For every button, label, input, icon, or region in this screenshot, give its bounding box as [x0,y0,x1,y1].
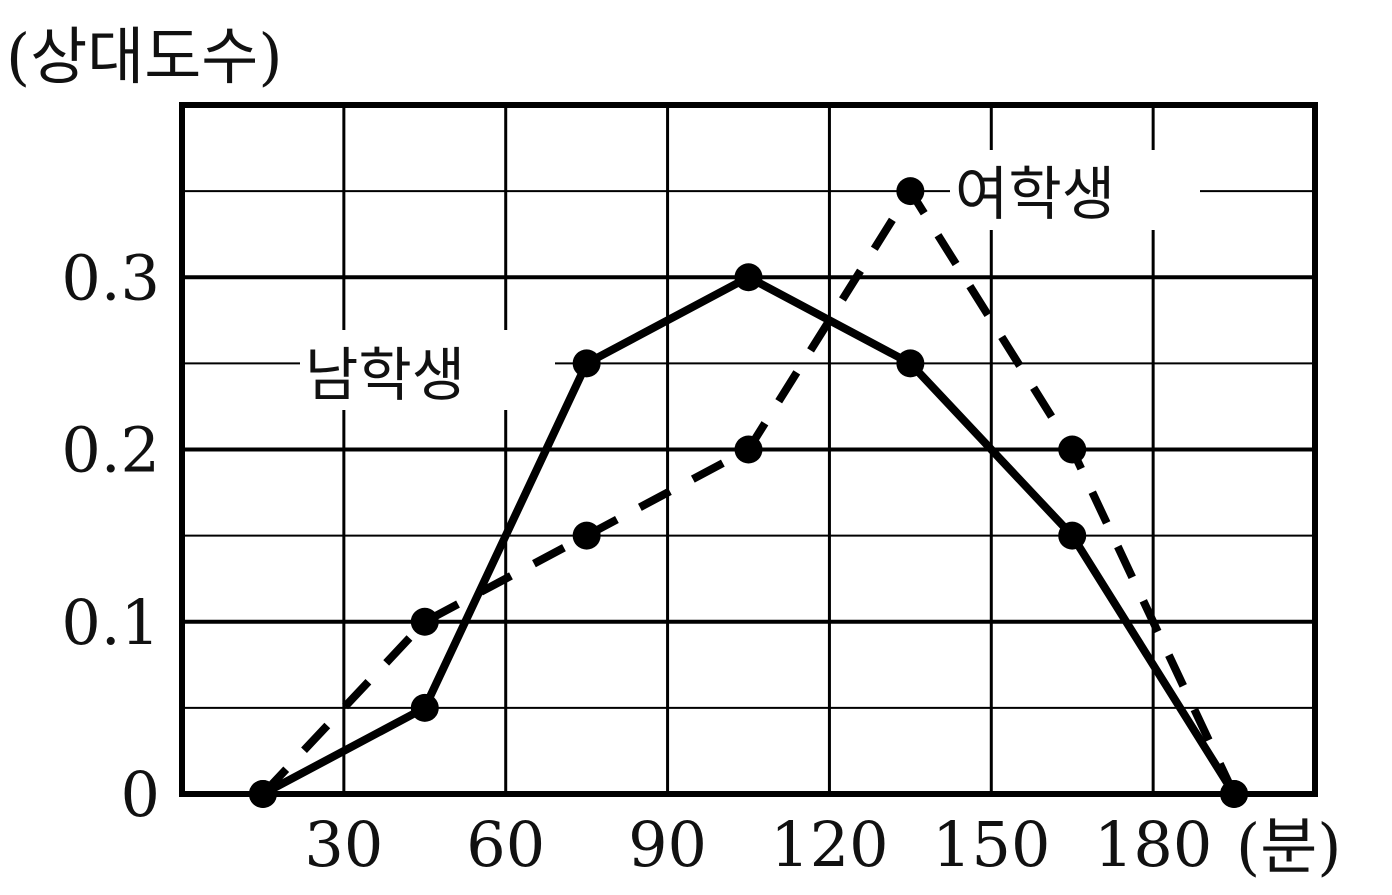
x-tick-label: 90 [628,808,707,881]
x-tick-label: 180 [1094,808,1212,881]
y-axis-title: (상대도수) [6,20,283,93]
series-label-female: 여학생 [955,160,1115,228]
series-0-point [572,349,601,378]
x-tick-label: 120 [770,808,888,881]
y-tick-label: 0.3 [61,241,160,314]
x-tick-label: 30 [304,808,383,881]
series-0-point [896,349,925,378]
series-0-point [410,693,439,722]
series-0-point [734,263,763,292]
series-1-point [572,521,601,550]
series-label-background [950,150,1200,230]
series-label-male: 남학생 [305,341,465,409]
series-1-point [734,435,763,464]
y-tick-label: 0 [121,758,160,831]
label-layer: 30 60 90 120 150 180 0 0.1 0.2 0.3 [61,150,1212,881]
series-layer [248,177,1249,808]
plot-frame [179,102,1318,797]
y-tick-label: 0.1 [61,586,160,659]
series-1-point [410,607,439,636]
x-axis-unit: (분) [1236,810,1341,883]
x-tick-label: 150 [932,808,1050,881]
y-tick-label: 0.2 [61,414,160,487]
series-label-background [300,330,555,410]
series-0-point [1058,521,1087,550]
x-tick-label: 60 [466,808,545,881]
series-1-point [896,177,925,206]
series-1-point [1058,435,1087,464]
